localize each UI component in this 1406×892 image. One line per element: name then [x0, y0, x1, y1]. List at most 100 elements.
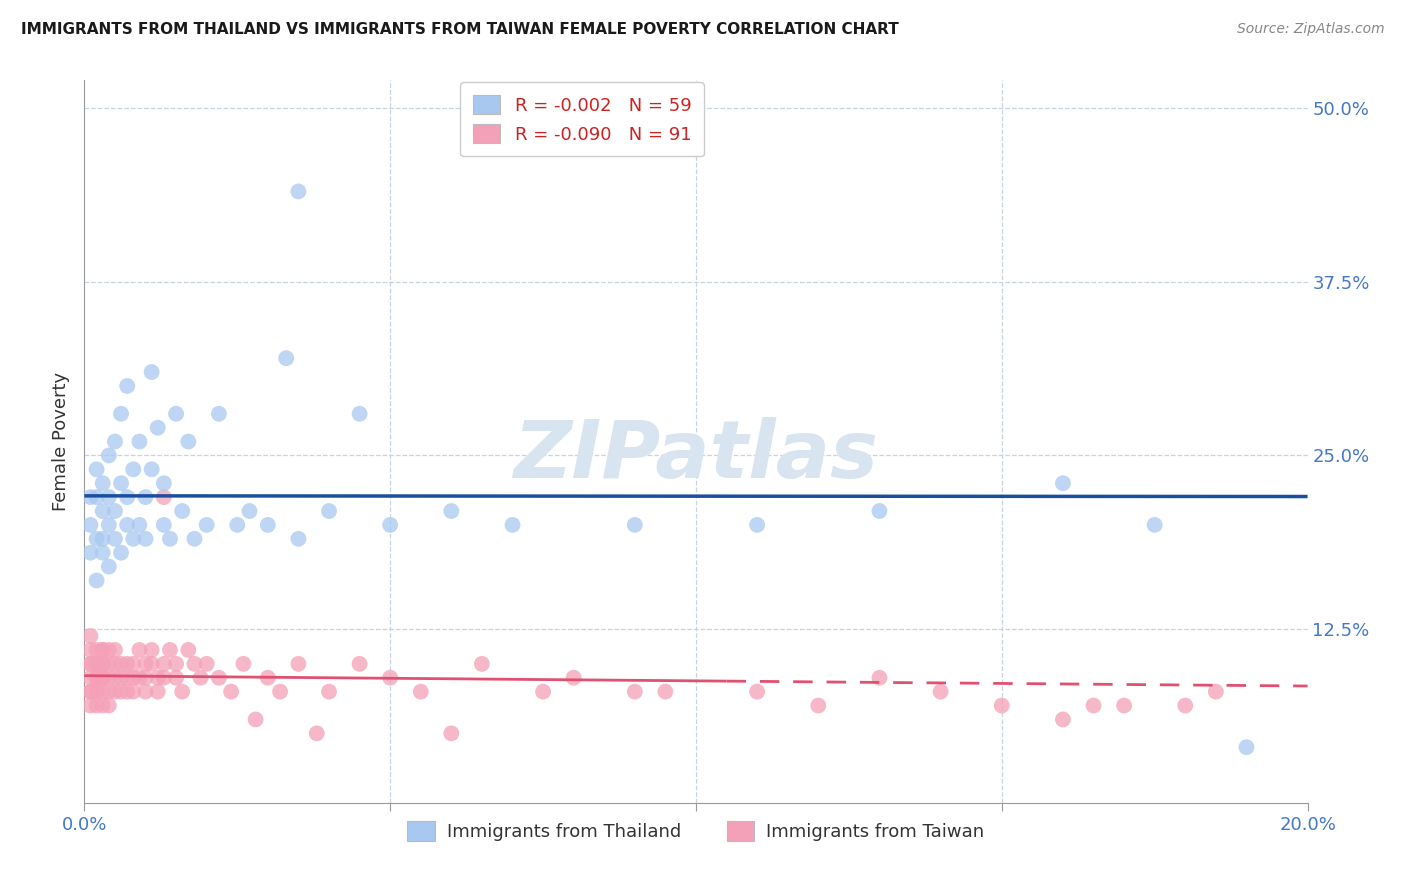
Point: [232, 657, 254, 671]
Point: [135, 532, 157, 546]
Point: [79, 684, 101, 698]
Point: [104, 643, 127, 657]
Point: [153, 476, 176, 491]
Point: [91, 546, 114, 560]
Point: [97, 643, 120, 657]
Point: [104, 532, 127, 546]
Point: [79, 629, 101, 643]
Point: [1174, 698, 1197, 713]
Point: [135, 671, 157, 685]
Point: [159, 532, 181, 546]
Point: [869, 504, 891, 518]
Text: Source: ZipAtlas.com: Source: ZipAtlas.com: [1237, 22, 1385, 37]
Point: [141, 462, 163, 476]
Point: [991, 698, 1014, 713]
Point: [115, 379, 138, 393]
Point: [183, 532, 205, 546]
Point: [146, 684, 169, 698]
Point: [110, 476, 132, 491]
Point: [238, 504, 260, 518]
Point: [1205, 684, 1227, 698]
Point: [135, 684, 157, 698]
Point: [97, 490, 120, 504]
Point: [104, 434, 127, 449]
Point: [86, 574, 108, 588]
Point: [79, 490, 101, 504]
Point: [128, 517, 150, 532]
Point: [807, 698, 830, 713]
Point: [79, 657, 101, 671]
Point: [172, 504, 194, 518]
Point: [110, 657, 132, 671]
Point: [141, 657, 163, 671]
Point: [91, 671, 114, 685]
Point: [115, 684, 138, 698]
Point: [159, 643, 181, 657]
Point: [122, 671, 145, 685]
Point: [747, 684, 769, 698]
Point: [531, 684, 554, 698]
Point: [502, 517, 524, 532]
Point: [86, 462, 108, 476]
Point: [86, 643, 108, 657]
Point: [153, 657, 176, 671]
Point: [79, 657, 101, 671]
Point: [104, 504, 127, 518]
Point: [172, 684, 194, 698]
Point: [146, 671, 169, 685]
Point: [115, 517, 138, 532]
Point: [177, 643, 200, 657]
Point: [79, 684, 101, 698]
Point: [122, 684, 145, 698]
Point: [141, 365, 163, 379]
Point: [91, 643, 114, 657]
Point: [440, 726, 463, 740]
Point: [97, 559, 120, 574]
Point: [245, 713, 267, 727]
Point: [97, 517, 120, 532]
Point: [153, 671, 176, 685]
Point: [257, 517, 280, 532]
Point: [91, 532, 114, 546]
Point: [86, 671, 108, 685]
Point: [115, 671, 138, 685]
Point: [97, 671, 120, 685]
Point: [91, 504, 114, 518]
Point: [79, 546, 101, 560]
Point: [91, 698, 114, 713]
Point: [153, 517, 176, 532]
Point: [349, 407, 371, 421]
Point: [349, 657, 371, 671]
Point: [869, 671, 891, 685]
Point: [110, 546, 132, 560]
Point: [208, 671, 231, 685]
Point: [195, 517, 218, 532]
Point: [97, 449, 120, 463]
Point: [318, 684, 340, 698]
Point: [86, 671, 108, 685]
Point: [624, 517, 647, 532]
Point: [91, 684, 114, 698]
Point: [624, 684, 647, 698]
Point: [128, 643, 150, 657]
Point: [165, 657, 187, 671]
Point: [91, 657, 114, 671]
Text: IMMIGRANTS FROM THAILAND VS IMMIGRANTS FROM TAIWAN FEMALE POVERTY CORRELATION CH: IMMIGRANTS FROM THAILAND VS IMMIGRANTS F…: [21, 22, 898, 37]
Point: [97, 698, 120, 713]
Point: [79, 643, 101, 657]
Point: [276, 351, 298, 366]
Point: [110, 407, 132, 421]
Point: [257, 671, 280, 685]
Point: [1114, 698, 1136, 713]
Point: [1143, 517, 1166, 532]
Point: [219, 684, 242, 698]
Point: [380, 517, 402, 532]
Point: [1083, 698, 1105, 713]
Point: [128, 671, 150, 685]
Point: [86, 490, 108, 504]
Point: [104, 671, 127, 685]
Point: [110, 684, 132, 698]
Point: [1052, 713, 1074, 727]
Point: [165, 671, 187, 685]
Point: [190, 671, 212, 685]
